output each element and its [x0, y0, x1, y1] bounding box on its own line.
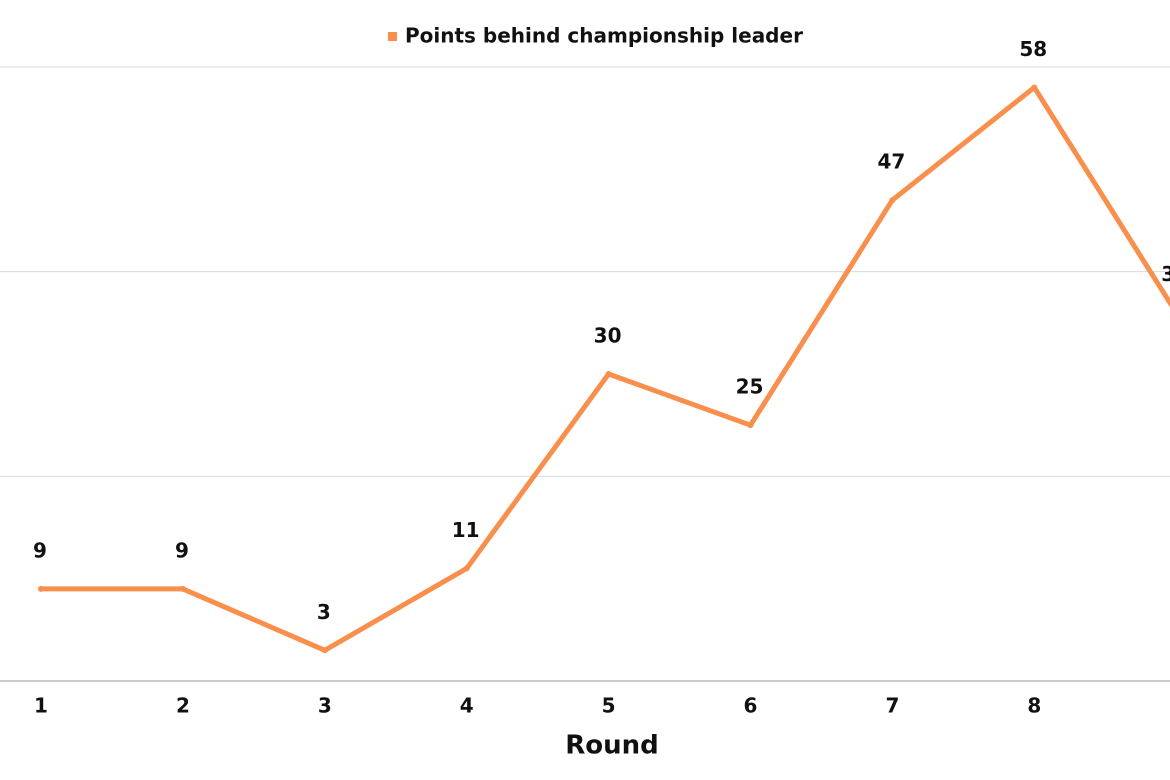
- x-tick-label: 5: [602, 694, 616, 718]
- x-tick-label: 8: [1027, 694, 1041, 718]
- data-point: [605, 371, 612, 377]
- x-tick-label: 4: [460, 694, 474, 718]
- data-point: [463, 565, 470, 572]
- data-label: 36: [1161, 262, 1170, 286]
- x-tick-label: 6: [744, 694, 758, 718]
- x-tick-label: 2: [176, 694, 190, 718]
- x-tick-label: 7: [885, 694, 899, 718]
- data-label: 58: [1019, 37, 1047, 61]
- data-label: 3: [317, 600, 331, 624]
- data-point: [747, 422, 754, 429]
- x-tick-label: 1: [34, 694, 48, 718]
- legend-swatch: [388, 32, 397, 41]
- data-point: [38, 585, 44, 592]
- data-point: [179, 585, 186, 592]
- data-label: 11: [452, 518, 480, 542]
- data-label: 9: [175, 538, 189, 562]
- data-point: [1031, 84, 1038, 91]
- data-label: 47: [877, 150, 905, 174]
- x-tick-label: 3: [318, 694, 332, 718]
- data-point: [889, 197, 896, 204]
- data-label: 9: [33, 538, 47, 562]
- x-axis-title: Round: [565, 731, 659, 761]
- data-label: 30: [594, 324, 622, 348]
- data-label: 25: [736, 375, 764, 399]
- legend-label: Points behind championship leader: [405, 24, 803, 48]
- data-line: [41, 84, 1170, 653]
- data-point: [321, 647, 328, 654]
